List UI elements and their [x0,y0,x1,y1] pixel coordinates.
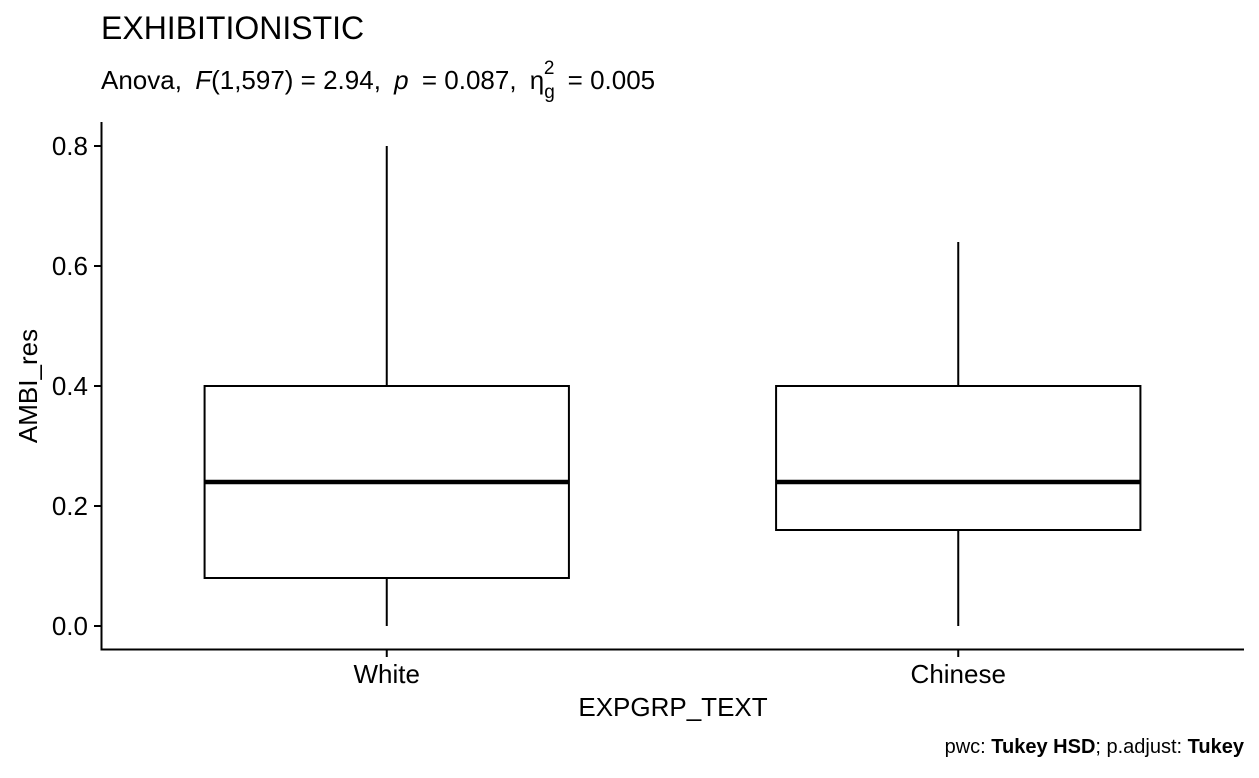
caption-adj-label: ; p.adjust: [1095,736,1187,758]
y-axis-title: AMBI_res [13,329,43,443]
y-axis-ticks: 0.0 0.2 0.4 0.6 0.8 [52,131,101,641]
subtitle-eta-symbol: η [530,65,544,95]
subtitle-eta-value: = 0.005 [568,65,655,95]
y-tick-label: 0.4 [52,371,88,401]
chart-title: EXHIBITIONISTIC [101,10,364,46]
y-tick-label: 0.0 [52,611,88,641]
subtitle-f-args: (1,597) = 2.94, [211,65,381,95]
caption-pwc-value: Tukey HSD [991,736,1095,758]
caption: pwc: Tukey HSD; p.adjust: Tukey [945,736,1245,758]
boxplot-white [203,146,570,626]
y-tick-label: 0.6 [52,251,88,281]
subtitle-eta-sup: 2 [544,58,555,79]
x-axis-title: EXPGRP_TEXT [578,692,767,722]
caption-pwc-label: pwc: [945,736,992,758]
box-iqr [775,385,1142,531]
boxplot-chinese [775,242,1142,626]
subtitle-f-symbol: F [195,65,213,95]
x-axis-ticks: White Chinese [354,650,1006,689]
x-tick-label: White [354,659,420,689]
caption-adj-value: Tukey [1188,736,1245,758]
subtitle-eta-sub: g [544,82,555,103]
y-tick-label: 0.2 [52,491,88,521]
subtitle-p-value: = 0.087, [422,65,517,95]
x-tick-label: Chinese [911,659,1006,689]
subtitle-p-symbol: p [393,65,408,95]
boxplots [203,146,1142,626]
y-tick-label: 0.8 [52,131,88,161]
subtitle-test: Anova, [101,65,182,95]
chart-subtitle: Anova, F(1,597) = 2.94, p = 0.087, ηg 2 =… [101,50,655,103]
